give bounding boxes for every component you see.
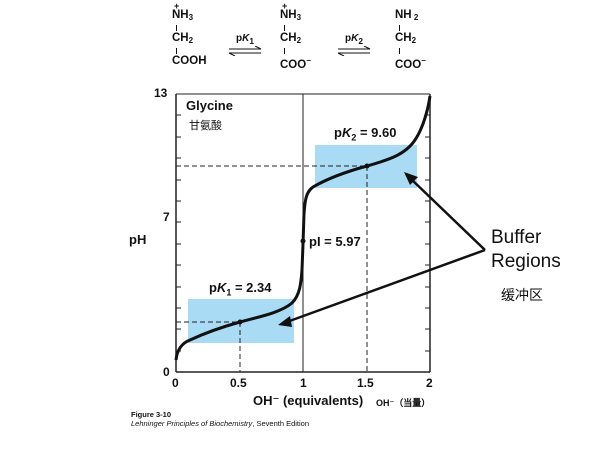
buffer-regions-label-line1: Buffer bbox=[491, 227, 542, 248]
x-axis-title-cn: OH⁻（当量） bbox=[376, 398, 431, 408]
bond bbox=[284, 25, 285, 31]
equilibrium-pk1: pK1 bbox=[227, 33, 263, 56]
pk1-label: pK1 = 2.34 bbox=[209, 280, 272, 298]
pi-label: pI = 5.97 bbox=[309, 234, 361, 249]
book-citation: Lehninger Principles of Biochemistry, Se… bbox=[131, 419, 310, 428]
bond bbox=[399, 25, 400, 31]
guide-lines bbox=[176, 165, 368, 372]
chart-title: Glycine bbox=[186, 98, 233, 113]
bond bbox=[284, 48, 285, 54]
pk2-point bbox=[364, 163, 370, 169]
y-tick-7: 7 bbox=[163, 210, 170, 224]
x-axis-title: OH⁻ (equivalents) bbox=[253, 393, 364, 408]
titration-curve bbox=[174, 95, 432, 361]
pk1-point bbox=[237, 319, 243, 325]
equilibrium-arrows-icon bbox=[228, 46, 262, 56]
bond bbox=[176, 48, 177, 54]
bond bbox=[176, 25, 177, 31]
pi-point bbox=[300, 238, 306, 244]
y-axis-title: pH bbox=[129, 232, 147, 247]
x-tick-2: 2 bbox=[426, 376, 433, 390]
equilibrium-pk2: pK2 bbox=[336, 33, 372, 56]
buffer-arrows bbox=[283, 177, 486, 325]
x-tick-0: 0 bbox=[172, 376, 179, 390]
y-tick-13: 13 bbox=[154, 86, 168, 100]
chart-title-cn: 甘氨酸 bbox=[189, 120, 222, 132]
figure-number: Figure 3-10 bbox=[131, 410, 172, 419]
y-tick-0: 0 bbox=[163, 365, 170, 379]
x-tick-1.5: 1.5 bbox=[357, 376, 374, 390]
bond bbox=[399, 48, 400, 54]
arrowhead-icon bbox=[278, 316, 292, 327]
y-axis-ticks bbox=[176, 114, 430, 352]
buffer-regions-label-line2: Regions bbox=[491, 251, 561, 272]
arrowhead-icon bbox=[404, 172, 418, 185]
buffer-regions-label-cn: 缓冲区 bbox=[501, 287, 543, 303]
pk2-label: pK2 = 9.60 bbox=[334, 125, 397, 143]
equilibrium-arrows-icon bbox=[337, 46, 371, 56]
x-tick-0.5: 0.5 bbox=[230, 376, 247, 390]
species-cation: + NH3 CH2 COOH bbox=[172, 1, 207, 67]
species-zwitterion: + NH3 CH2 COO− bbox=[280, 1, 311, 71]
species-anion: NH 2 CH2 COO− bbox=[395, 9, 426, 71]
x-tick-1: 1 bbox=[300, 376, 307, 390]
